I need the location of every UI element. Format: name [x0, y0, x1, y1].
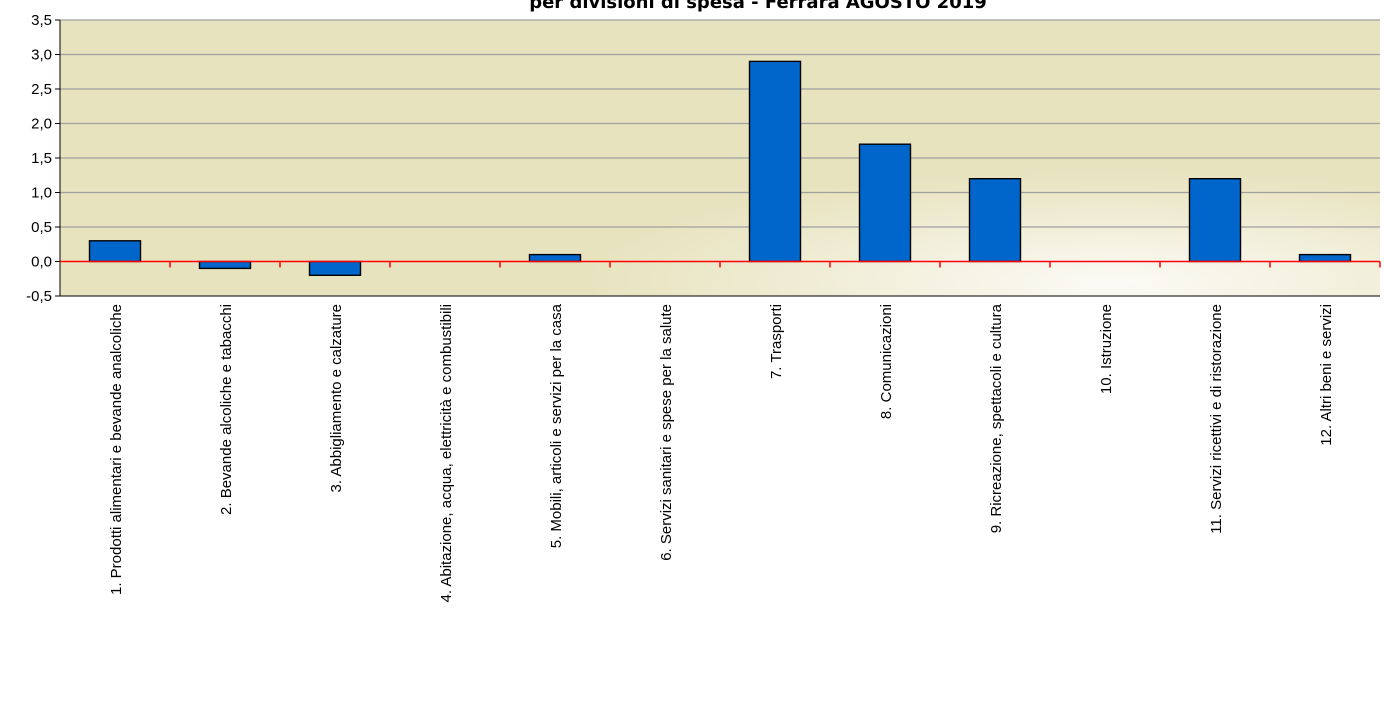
- y-tick-label: 0,5: [31, 219, 52, 236]
- x-tick-label: 4. Abitazione, acqua, elettricità e comb…: [438, 304, 455, 603]
- y-tick-label: 1,5: [31, 150, 52, 167]
- x-tick-label: 10. Istruzione: [1098, 304, 1115, 394]
- y-tick-label: 3,0: [31, 47, 52, 64]
- x-tick-label: 6. Servizi sanitari e spese per la salut…: [658, 304, 675, 561]
- x-tick-label: 5. Mobili, articoli e servizi per la cas…: [548, 303, 565, 548]
- bar: [528, 253, 582, 263]
- y-tick-label: 3,5: [31, 12, 52, 29]
- bar: [968, 177, 1022, 263]
- y-tick-label: 2,0: [31, 116, 52, 133]
- bar: [198, 260, 252, 270]
- x-tick-label: 7. Trasporti: [768, 304, 785, 379]
- y-tick-label: 1,0: [31, 185, 52, 202]
- x-tick-label: 9. Ricreazione, spettacoli e cultura: [988, 303, 1005, 533]
- y-tick-label: -0,5: [26, 288, 52, 305]
- chart-title: per divisioni di spesa - Ferrara AGOSTO …: [529, 0, 987, 13]
- bar: [858, 143, 912, 263]
- bar: [748, 60, 802, 263]
- bar: [308, 260, 362, 277]
- y-tick-label: 2,5: [31, 81, 52, 98]
- bar: [88, 240, 142, 263]
- x-tick-label: 1. Prodotti alimentari e bevande analcol…: [108, 304, 125, 595]
- x-tick-label: 11. Servizi ricettivi e di ristorazione: [1208, 304, 1225, 534]
- x-tick-label: 12. Altri beni e servizi: [1318, 304, 1335, 446]
- bar: [1188, 177, 1242, 263]
- x-tick-label: 2. Bevande alcoliche e tabacchi: [218, 304, 235, 515]
- x-tick-label: 8. Comunicazioni: [878, 304, 895, 419]
- bar: [1298, 253, 1352, 263]
- y-tick-label: 0,0: [31, 254, 52, 271]
- x-tick-label: 3. Abbigliamento e calzature: [328, 304, 345, 492]
